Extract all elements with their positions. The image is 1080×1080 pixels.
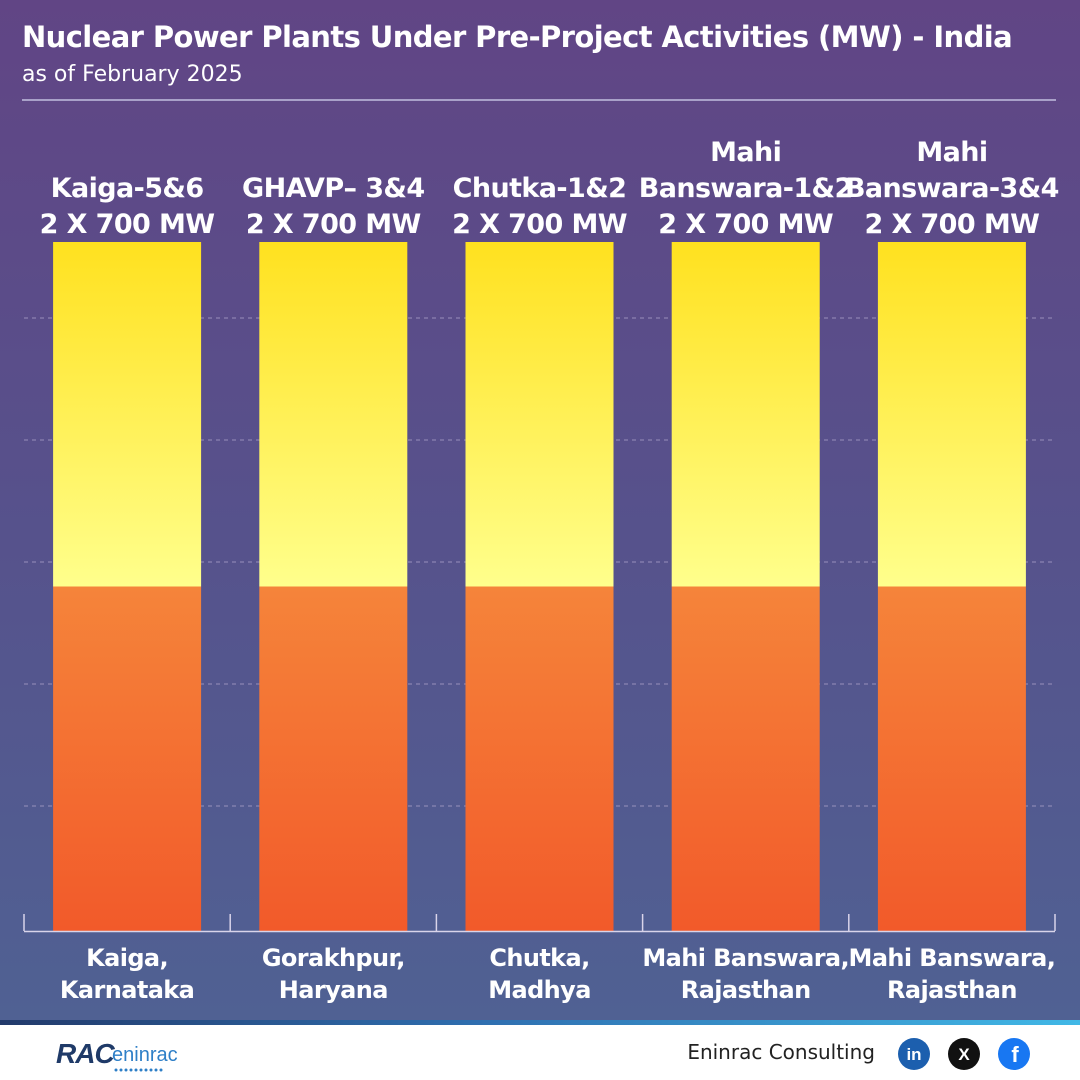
bar-segment-upper-1 (53, 242, 202, 587)
eninrac-logo: RAC eninrac (56, 1038, 178, 1072)
logo-wordmark: RAC (56, 1038, 115, 1069)
footer-stripe (0, 1020, 1080, 1025)
bar-segment-lower-4 (671, 586, 820, 931)
facebook-button[interactable]: f (998, 1038, 1030, 1070)
x-axis (23, 914, 1056, 933)
bar-segment-upper-5 (877, 242, 1026, 587)
linkedin-button[interactable]: in (898, 1038, 930, 1070)
facebook-icon: f (998, 1038, 1030, 1070)
bar-segment-lower-3 (465, 586, 614, 931)
title-divider (22, 99, 1056, 101)
bar-chart: Kaiga-5&6 2 X 700 MW GHAVP– 3&4 2 X 700 MW C… (23, 137, 1060, 1004)
svg-text:X: X (958, 1045, 970, 1064)
data-label-1: Kaiga-5&6 2 X 700 MW (40, 173, 215, 240)
bar-segment-lower-1 (53, 586, 202, 931)
svg-text:in: in (906, 1045, 921, 1064)
category-label-1: Kaiga, Karnataka (60, 944, 194, 1004)
category-label-3: Chutka, Madhya (488, 944, 591, 1004)
bars (53, 242, 1026, 931)
category-labels: Kaiga, Karnataka Gorakhpur, Haryana Chutka, M… (60, 944, 1056, 1004)
chart-subtitle: as of February 2025 (22, 62, 243, 87)
svg-text:f: f (1011, 1042, 1019, 1067)
bar-segment-upper-4 (671, 242, 820, 587)
data-label-5: Mahi Banswara-3&4 2 X 700 MW (845, 137, 1059, 240)
bar-segment-lower-2 (259, 586, 408, 931)
data-label-2: GHAVP– 3&4 2 X 700 MW (242, 173, 425, 240)
category-label-4: Mahi Banswara, Rajasthan (642, 944, 849, 1004)
chart-title: Nuclear Power Plants Under Pre-Project A… (22, 20, 1013, 54)
company-name: Eninrac Consulting (687, 1040, 875, 1064)
data-labels: Kaiga-5&6 2 X 700 MW GHAVP– 3&4 2 X 700 MW C… (40, 137, 1060, 240)
x-button[interactable]: X (948, 1038, 980, 1070)
linkedin-icon: in (898, 1038, 930, 1070)
data-label-4: Mahi Banswara-1&2 2 X 700 MW (639, 137, 853, 240)
footer-bar: RAC eninrac Eninrac Consulting in X (0, 1020, 1080, 1080)
logo-subtext: eninrac (112, 1044, 178, 1066)
x-icon: X (948, 1038, 980, 1070)
bar-segment-upper-2 (259, 242, 408, 587)
bar-segment-lower-5 (877, 586, 1026, 931)
category-label-5: Mahi Banswara, Rajasthan (849, 944, 1056, 1004)
bar-segment-upper-3 (465, 242, 614, 587)
category-label-2: Gorakhpur, Haryana (262, 944, 405, 1004)
data-label-3: Chutka-1&2 2 X 700 MW (452, 173, 627, 240)
